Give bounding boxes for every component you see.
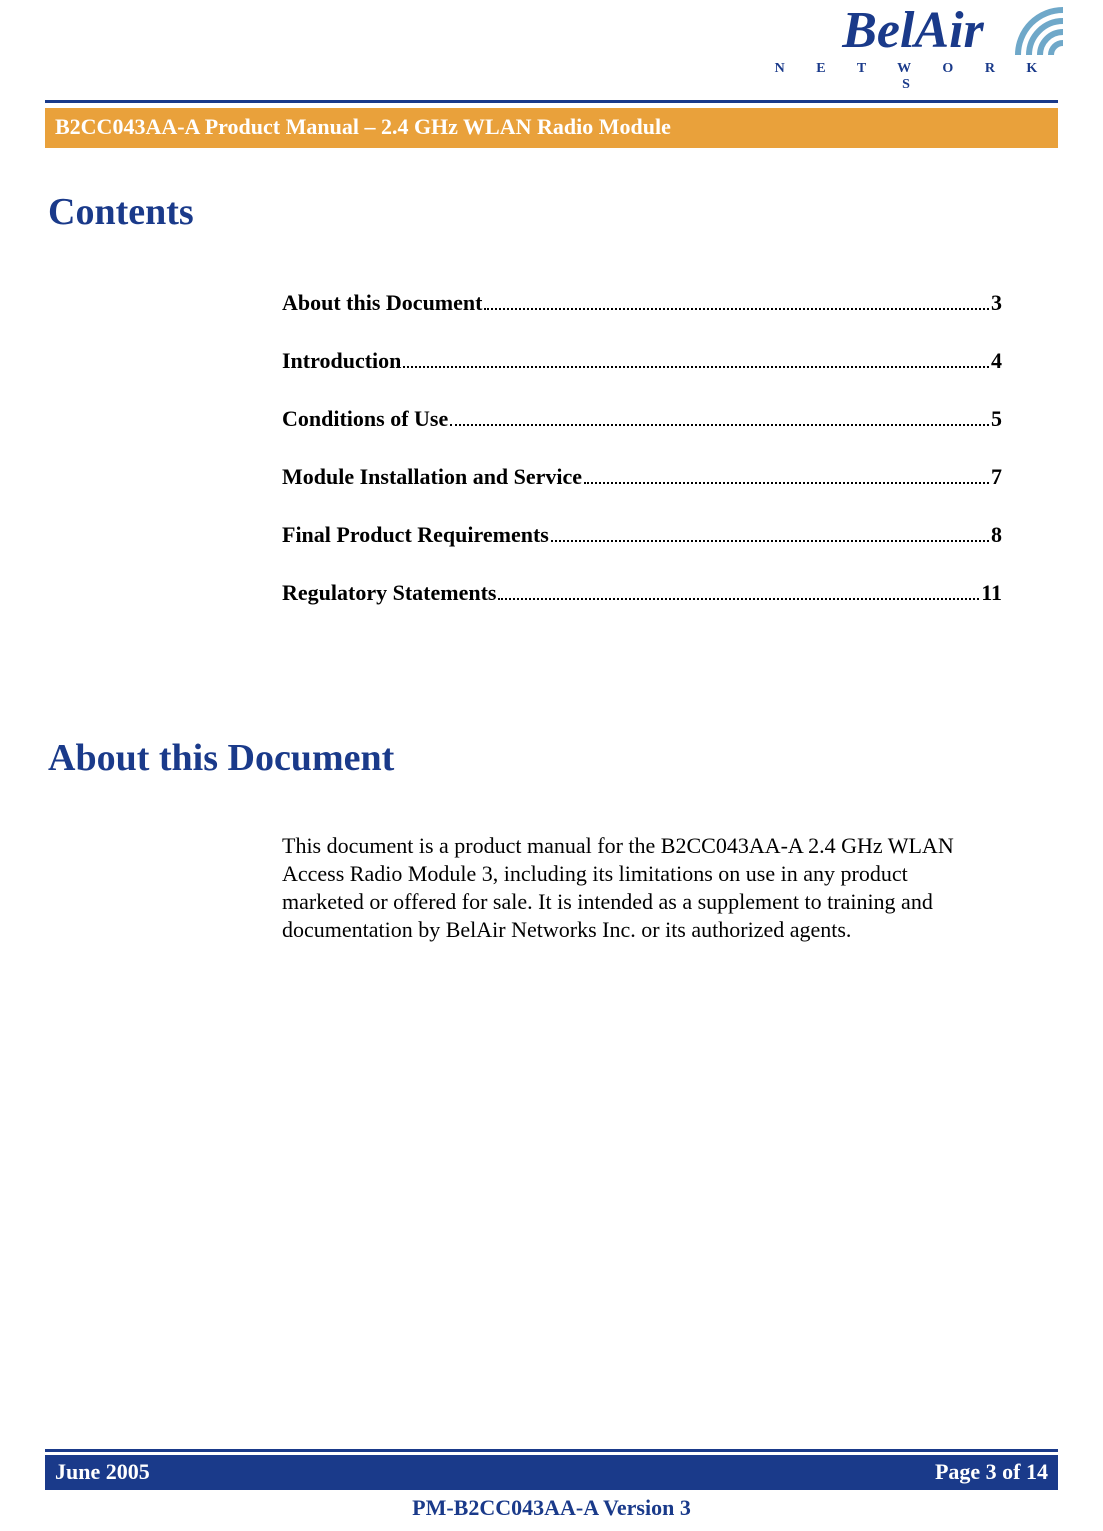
- footer-date: June 2005: [55, 1459, 150, 1490]
- toc-row[interactable]: Final Product Requirements 8: [282, 522, 1002, 548]
- toc-page: 11: [981, 580, 1002, 606]
- toc-title: Introduction: [282, 348, 401, 374]
- about-paragraph: This document is a product manual for th…: [282, 832, 982, 945]
- toc-leader-dots: [498, 597, 979, 600]
- toc-title: Conditions of Use: [282, 406, 448, 432]
- footer-bar: June 2005 Page 3 of 14: [45, 1455, 1058, 1490]
- toc-row[interactable]: About this Document 3: [282, 290, 1002, 316]
- toc-page: 4: [991, 348, 1002, 374]
- toc-row[interactable]: Module Installation and Service 7: [282, 464, 1002, 490]
- footer-page-number: Page 3 of 14: [935, 1459, 1048, 1490]
- toc-leader-dots: [484, 307, 989, 310]
- toc-leader-dots: [403, 365, 989, 368]
- page: BelAir N E T W O R K S B2CC043AA-A Produ…: [0, 0, 1103, 1531]
- toc-title: About this Document: [282, 290, 482, 316]
- toc-title: Regulatory Statements: [282, 580, 496, 606]
- toc-row[interactable]: Conditions of Use 5: [282, 406, 1002, 432]
- toc-row[interactable]: Regulatory Statements 11: [282, 580, 1002, 606]
- divider-bottom: [45, 1449, 1058, 1452]
- table-of-contents: About this Document 3 Introduction 4 Con…: [282, 290, 1002, 638]
- toc-title: Final Product Requirements: [282, 522, 549, 548]
- document-title-text: B2CC043AA-A Product Manual – 2.4 GHz WLA…: [55, 114, 671, 139]
- toc-page: 5: [991, 406, 1002, 432]
- contents-heading: Contents: [48, 190, 194, 234]
- toc-row[interactable]: Introduction 4: [282, 348, 1002, 374]
- toc-leader-dots: [551, 539, 989, 542]
- about-heading: About this Document: [48, 736, 394, 780]
- wifi-arc-icon: [1013, 5, 1068, 60]
- toc-leader-dots: [450, 423, 989, 426]
- toc-title: Module Installation and Service: [282, 464, 582, 490]
- toc-page: 7: [991, 464, 1002, 490]
- document-title-bar: B2CC043AA-A Product Manual – 2.4 GHz WLA…: [45, 108, 1058, 148]
- footer-doc-id: PM-B2CC043AA-A Version 3: [0, 1495, 1103, 1521]
- toc-page: 8: [991, 522, 1002, 548]
- toc-leader-dots: [584, 481, 989, 484]
- logo-tagline: N E T W O R K S: [763, 61, 1063, 93]
- toc-page: 3: [991, 290, 1002, 316]
- logo: BelAir N E T W O R K S: [763, 5, 1063, 93]
- divider-top: [45, 100, 1058, 103]
